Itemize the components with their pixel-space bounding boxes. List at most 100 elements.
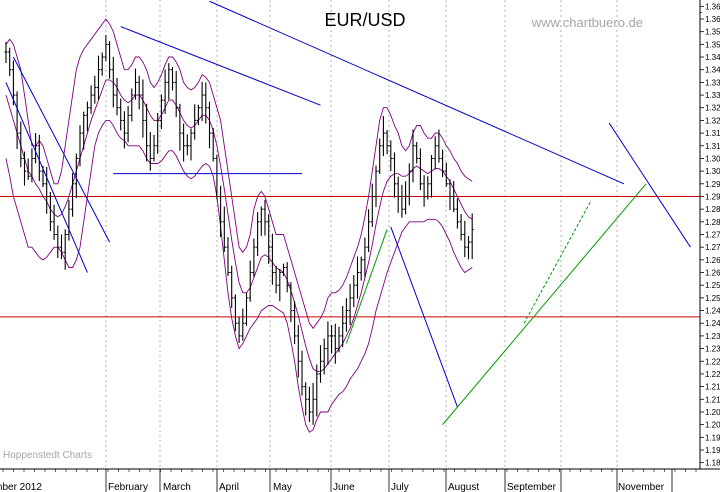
ohlc-bar xyxy=(448,179,452,211)
y-tick-label: 1.300 xyxy=(705,167,720,176)
ohlc-bar xyxy=(411,129,415,183)
y-tick-label: 1.265 xyxy=(705,256,720,265)
ohlc-bar xyxy=(230,265,234,308)
y-tick-label: 1.330 xyxy=(705,91,720,100)
price-bars xyxy=(4,34,474,425)
x-tick-label: February xyxy=(108,482,148,492)
ohlc-bar xyxy=(466,236,471,260)
ohlc-bar xyxy=(322,338,326,375)
grid xyxy=(105,0,618,469)
y-tick-label: 1.285 xyxy=(705,205,720,214)
ohlc-bar xyxy=(311,382,315,425)
x-tick-label: May xyxy=(273,482,292,492)
downtrend-trendline xyxy=(5,82,88,273)
ohlc-bar xyxy=(67,199,71,241)
y-tick-label: 1.365 xyxy=(705,2,720,11)
ohlc-bar xyxy=(396,176,400,213)
ohlc-bar xyxy=(304,382,308,416)
x-tick-label: July xyxy=(391,482,409,492)
ohlc-bar xyxy=(56,225,60,259)
y-tick-label: 1.255 xyxy=(705,281,720,290)
ohlc-bar xyxy=(122,111,126,149)
ohlc-bar xyxy=(404,181,408,215)
ohlc-bar xyxy=(182,123,186,162)
y-tick-label: 1.280 xyxy=(705,218,720,227)
ohlc-bar xyxy=(429,154,434,198)
y-tick-label: 1.350 xyxy=(705,40,720,49)
downtrend-trendline xyxy=(209,0,625,185)
ohlc-bar xyxy=(59,234,64,260)
ohlc-bar xyxy=(348,283,352,325)
ohlc-bar xyxy=(426,176,430,200)
y-tick-label: 1.335 xyxy=(705,78,720,87)
ohlc-bar xyxy=(34,133,38,164)
ohlc-bar xyxy=(215,154,219,200)
ohlc-bar xyxy=(30,148,34,183)
ohlc-bar xyxy=(93,75,97,104)
y-tick-label: 1.355 xyxy=(705,28,720,37)
y-tick-label: 1.310 xyxy=(705,142,720,151)
y-tick-label: 1.270 xyxy=(705,243,720,252)
ohlc-bar xyxy=(26,158,30,180)
ohlc-bar xyxy=(219,185,223,237)
ohlc-bar xyxy=(193,104,197,140)
ohlc-bar xyxy=(259,206,263,236)
bollinger-lower-line xyxy=(5,119,473,433)
ohlc-bar xyxy=(285,262,289,293)
y-tick-label: 1.190 xyxy=(705,446,720,455)
ohlc-bar xyxy=(293,301,297,345)
ohlc-bar xyxy=(389,140,393,171)
y-tick-label: 1.205 xyxy=(705,408,720,417)
ohlc-bar xyxy=(189,128,193,161)
ohlc-bar xyxy=(418,148,422,191)
ohlc-bar xyxy=(363,237,367,278)
ohlc-bar xyxy=(437,129,441,163)
ohlc-bar xyxy=(341,305,345,347)
y-tick-label: 1.295 xyxy=(705,180,720,189)
y-tick-label: 1.200 xyxy=(705,421,720,430)
x-tick-label: April xyxy=(219,482,239,492)
ohlc-bar xyxy=(415,141,419,164)
ohlc-bar xyxy=(185,134,189,156)
ohlc-bar xyxy=(152,134,156,162)
ohlc-bar xyxy=(74,153,78,199)
y-tick-label: 1.245 xyxy=(705,307,720,316)
ohlc-bar xyxy=(148,131,152,171)
ohlc-bar xyxy=(455,198,459,229)
y-tick-label: 1.195 xyxy=(705,433,720,442)
chart-title: EUR/USD xyxy=(324,10,405,30)
y-tick-label: 1.260 xyxy=(705,269,720,278)
ohlc-bar xyxy=(252,238,256,277)
ohlc-bar xyxy=(196,104,200,126)
y-tick-label: 1.340 xyxy=(705,66,720,75)
ohlc-bar xyxy=(378,138,382,174)
ohlc-bar xyxy=(11,60,15,106)
y-tick-label: 1.290 xyxy=(705,192,720,201)
ohlc-bar xyxy=(126,105,130,143)
ohlc-bar xyxy=(241,308,245,341)
ohlc-bar xyxy=(470,213,474,260)
downtrend-trendline xyxy=(12,56,111,243)
ohlc-bar xyxy=(222,206,226,252)
bollinger-bands xyxy=(5,18,473,433)
ohlc-bar xyxy=(163,69,167,114)
ohlc-bar xyxy=(452,180,456,213)
ohlc-bar xyxy=(281,263,286,277)
x-tick-label: March xyxy=(163,482,191,492)
ohlc-bar xyxy=(355,256,360,299)
y-tick-label: 1.215 xyxy=(705,383,720,392)
y-tick-label: 1.185 xyxy=(705,459,720,468)
ohlc-bar xyxy=(156,112,160,154)
y-tick-label: 1.305 xyxy=(705,154,720,163)
ohlc-bar xyxy=(108,41,112,79)
ohlc-bar xyxy=(463,220,467,258)
ohlc-bar xyxy=(263,199,267,236)
ohlc-bar xyxy=(318,345,323,383)
ohlc-bar xyxy=(8,47,12,76)
ohlc-bar xyxy=(37,134,41,182)
ohlc-bar xyxy=(330,325,334,354)
ohlc-bar xyxy=(78,125,82,167)
x-tick-label: ecember 2012 xyxy=(0,482,42,492)
